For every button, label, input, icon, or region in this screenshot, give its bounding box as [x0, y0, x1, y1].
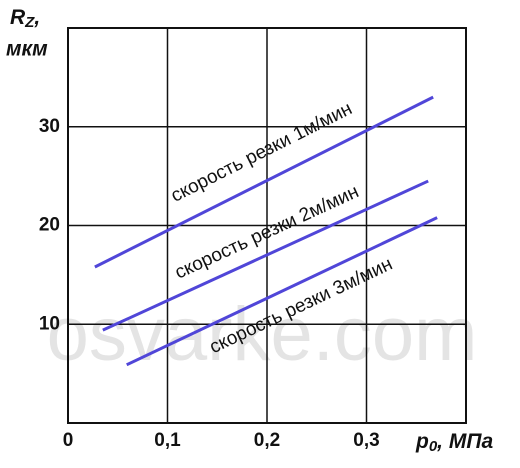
y-label-subscript: Z [24, 14, 35, 31]
series-line [126, 216, 438, 367]
y-tick-label: 20 [39, 215, 60, 236]
x-axis-label: p0, МПа [415, 430, 493, 455]
x-label-subscript: 0 [429, 438, 438, 455]
series-line [94, 95, 434, 269]
x-tick-label: 0,2 [254, 430, 280, 451]
x-label-rest: , МПа [436, 430, 493, 453]
x-tick-label: 0 [63, 430, 74, 451]
x-tick-label: 0,3 [353, 430, 379, 451]
y-label-rest: , [33, 6, 40, 29]
watermark: osvarke.com [47, 292, 478, 377]
x-tick-label: 0,1 [154, 430, 181, 451]
y-tick-label: 10 [39, 313, 60, 334]
y-label-symbol: R [10, 6, 26, 29]
y-axis-label: RZ, [10, 6, 40, 31]
series-line [102, 179, 429, 332]
y-tick-label: 30 [39, 116, 60, 137]
series-annotation: скорость резки 1м/мин [168, 98, 356, 206]
y-axis-unit: мкм [6, 38, 48, 61]
x-label-symbol: p [415, 430, 429, 453]
